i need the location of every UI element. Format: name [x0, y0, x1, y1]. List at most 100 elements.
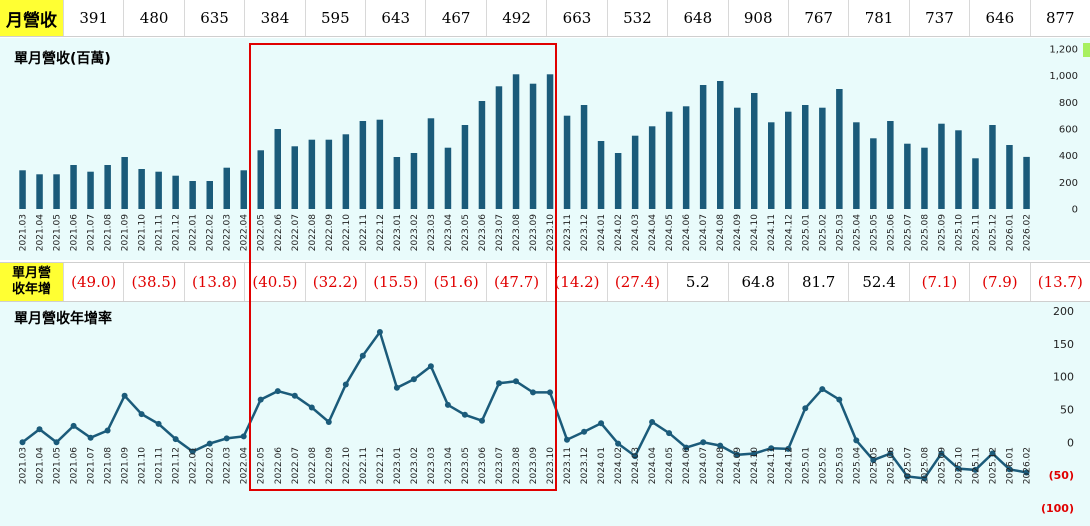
x-tick-label: 2024.01	[597, 447, 607, 484]
x-tick-label: 2021.11	[155, 214, 165, 251]
revenue-bar	[989, 125, 996, 209]
revenue-bar	[546, 74, 554, 209]
yoy-data-point	[70, 422, 77, 429]
revenue-bar	[410, 153, 418, 209]
x-tick-label: 2025.12	[989, 447, 999, 484]
x-tick-label: 2023.01	[393, 447, 403, 484]
yoy-data-point	[972, 466, 979, 473]
x-tick-label: 2024.12	[784, 214, 794, 251]
y-tick-label: 200	[1053, 305, 1074, 318]
revenue-bar	[427, 118, 435, 209]
x-tick-label: 2024.08	[716, 214, 726, 251]
yoy-data-point	[461, 411, 468, 418]
x-tick-label: 2025.06	[886, 214, 896, 251]
monthly-revenue-value: 532	[606, 0, 667, 36]
y-tick-label: (100)	[1041, 502, 1074, 515]
x-tick-label: 2023.05	[461, 214, 471, 251]
yoy-data-point	[785, 445, 792, 452]
yoy-data-point	[887, 450, 894, 457]
x-tick-label: 2022.02	[206, 214, 216, 251]
yoy-data-point	[87, 434, 94, 441]
revenue-bar	[955, 130, 962, 209]
x-tick-label: 2022.03	[223, 447, 233, 484]
revenue-bar	[478, 101, 486, 209]
yoy-data-point	[257, 396, 264, 403]
x-tick-label: 2025.03	[835, 214, 845, 251]
monthly-revenue-value: 908	[727, 0, 788, 36]
yoy-data-point	[410, 376, 417, 383]
revenue-bar	[206, 181, 213, 209]
yoy-data-point	[206, 440, 213, 447]
x-tick-label: 2023.08	[512, 214, 522, 251]
revenue-bar	[1023, 156, 1030, 209]
yoy-data-point	[700, 439, 707, 446]
revenue-bar	[665, 111, 673, 209]
x-tick-label: 2021.06	[70, 214, 80, 251]
yoy-data-point	[104, 427, 111, 434]
x-tick-label: 2021.04	[36, 214, 46, 251]
revenue-bar	[444, 147, 452, 209]
x-tick-label: 2024.05	[665, 447, 675, 484]
x-tick-label: 2022.07	[291, 447, 301, 484]
yoy-value: (13.7)	[1029, 263, 1090, 301]
x-tick-label: 2022.10	[342, 447, 352, 484]
revenue-bar	[342, 134, 350, 209]
yoy-value: (47.7)	[485, 263, 546, 301]
x-tick-label: 2022.08	[308, 214, 318, 251]
x-tick-label: 2024.09	[733, 214, 743, 251]
x-tick-label: 2022.08	[308, 447, 318, 484]
x-tick-label: 2022.04	[240, 447, 250, 484]
x-tick-label: 2025.01	[801, 447, 811, 484]
yoy-strip: 單月營 收年增 (49.0) (38.5) (13.8) (40.5) (32.2) (1…	[0, 262, 1090, 302]
revenue-bar	[308, 139, 316, 209]
revenue-bar	[921, 147, 928, 209]
revenue-bar	[563, 115, 571, 209]
yoy-data-point	[564, 436, 570, 443]
yoy-data-point	[427, 363, 434, 370]
revenue-bar	[631, 135, 639, 209]
x-tick-label: 2021.03	[19, 214, 29, 251]
revenue-bar	[359, 121, 367, 209]
x-tick-label: 2022.03	[223, 214, 233, 251]
monthly-revenue-value: 384	[244, 0, 304, 36]
x-tick-label: 2025.03	[835, 447, 845, 484]
x-tick-label: 2021.05	[53, 214, 63, 251]
yoy-data-point	[530, 389, 536, 396]
yoy-data-point	[547, 389, 553, 396]
x-tick-label: 2024.01	[597, 214, 607, 251]
x-tick-label: 2025.10	[954, 214, 964, 251]
x-tick-label: 2025.05	[869, 214, 879, 251]
x-tick-label: 2025.01	[801, 214, 811, 251]
yoy-data-point	[734, 451, 741, 458]
x-tick-label: 2024.07	[699, 214, 709, 251]
x-tick-label: 2022.09	[325, 447, 335, 484]
yoy-data-point	[649, 419, 656, 425]
yoy-data-point	[1023, 469, 1030, 476]
revenue-bar	[274, 129, 281, 209]
x-tick-label: 2023.03	[427, 214, 437, 251]
x-tick-label: 2022.02	[206, 447, 216, 484]
yoy-data-point	[19, 439, 26, 446]
x-tick-label: 2025.06	[886, 447, 896, 484]
yoy-label-line2: 收年增	[11, 282, 51, 297]
x-tick-label: 2023.09	[529, 214, 539, 251]
x-tick-label: 2021.11	[155, 447, 165, 484]
x-tick-label: 2024.04	[648, 447, 658, 484]
y-tick-label: 1,200	[1049, 45, 1078, 56]
yoy-data-point	[393, 384, 400, 391]
yoy-value: (38.5)	[123, 263, 183, 301]
x-tick-label: 2021.07	[87, 447, 97, 484]
revenue-bar	[121, 157, 128, 209]
revenue-bar	[172, 175, 179, 209]
revenue-bar	[904, 143, 911, 209]
yoy-data-point	[819, 386, 826, 393]
x-tick-label: 2025.09	[937, 447, 947, 484]
yoy-data-point	[36, 426, 43, 433]
x-tick-label: 2022.11	[359, 447, 369, 484]
x-tick-label: 2023.02	[410, 214, 420, 251]
x-tick-label: 2022.04	[240, 214, 250, 251]
x-tick-label: 2021.09	[121, 447, 131, 484]
revenue-bar	[887, 121, 894, 209]
revenue-bar	[682, 106, 690, 209]
x-tick-label: 2024.09	[733, 447, 743, 484]
